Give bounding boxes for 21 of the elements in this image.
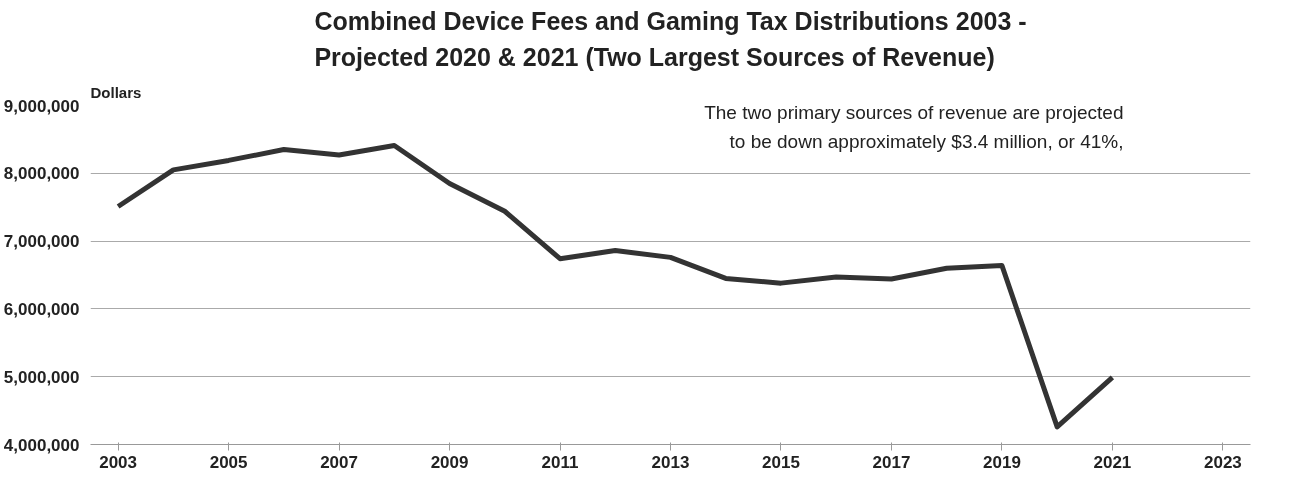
x-tick-label: 2019 <box>983 452 1021 472</box>
annotation: to be down approximately $3.4 million, or 41%, <box>729 130 1124 152</box>
x-tick-label: 2017 <box>872 452 911 472</box>
y-tick-label: 4,000,000 <box>3 435 80 455</box>
y-tick-label: 9,000,000 <box>3 96 80 116</box>
y-tick-label: 7,000,000 <box>3 232 80 252</box>
y-tick-label: 8,000,000 <box>3 164 80 184</box>
x-tick-label: 2009 <box>430 452 469 472</box>
annotation: The two primary sources of revenue are projected <box>704 101 1124 123</box>
x-tick-label: 2011 <box>541 452 579 472</box>
x-tick-label: 2003 <box>99 452 138 472</box>
x-tick-label: 2015 <box>762 452 800 472</box>
x-tick-label: 2013 <box>651 452 690 472</box>
chart-title: Combined Device Fees and Gaming Tax Distributions 2003 - Projected 2020 & 2021 (Two Largest Sources of Revenue) <box>314 7 1027 72</box>
y-tick-label: 6,000,000 <box>3 299 80 319</box>
y-tick-label: 5,000,000 <box>3 367 80 387</box>
y-axis-title: Dollars <box>90 83 142 101</box>
x-tick-label: 2005 <box>209 452 248 472</box>
x-tick-label: 2021 <box>1093 452 1132 472</box>
x-tick-label: 2007 <box>320 452 358 472</box>
x-tick-label: 2023 <box>1203 452 1242 472</box>
